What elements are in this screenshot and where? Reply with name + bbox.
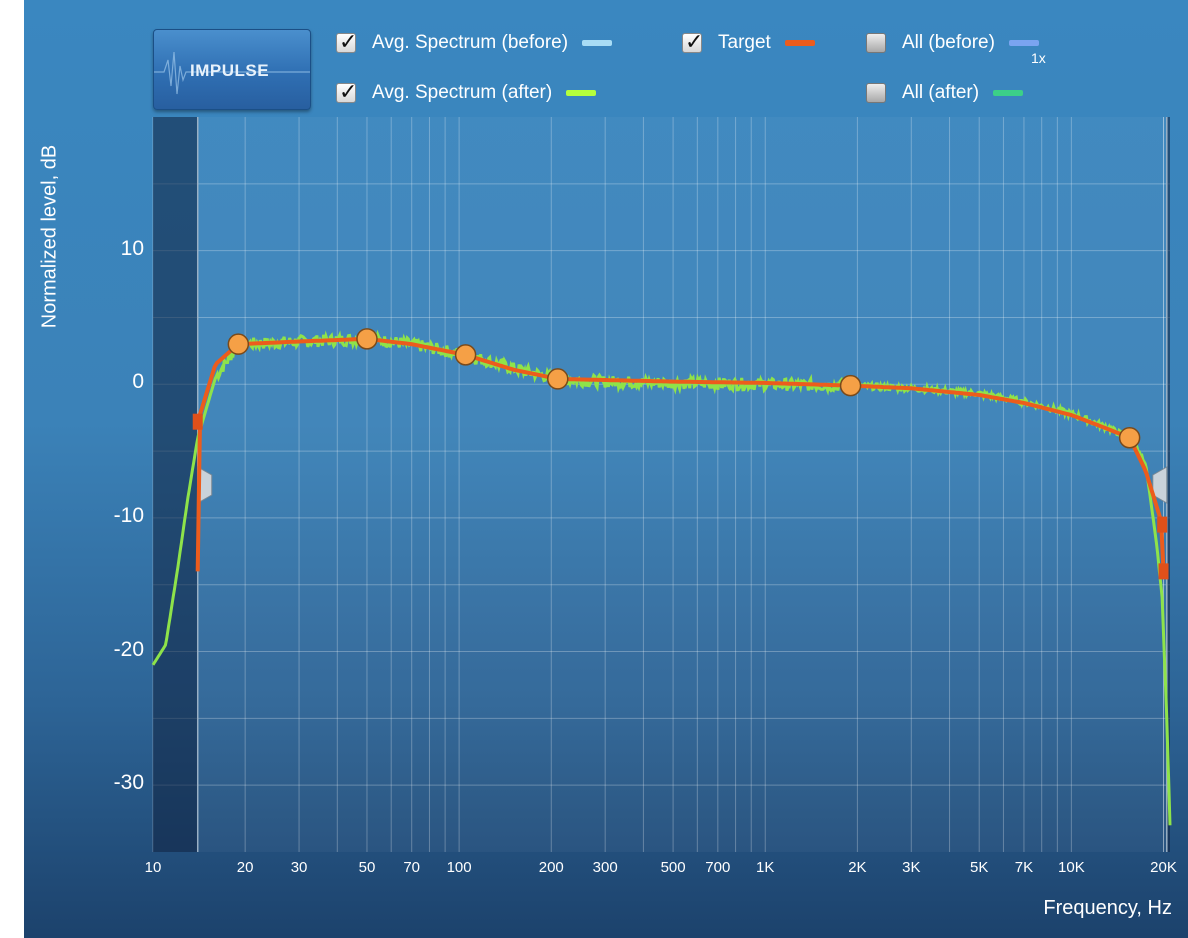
- target-anchor-point[interactable]: [1157, 516, 1168, 533]
- target-control-point[interactable]: [227, 333, 250, 355]
- x-tick-label: 10: [144, 859, 162, 876]
- y-axis-title: Normalized level, dB: [38, 144, 61, 329]
- target-label: Target: [718, 32, 771, 53]
- x-tick-label: 20K: [1150, 859, 1177, 876]
- target-swatch: [784, 40, 815, 46]
- avg-after-swatch: [566, 90, 597, 96]
- all-after-label: All (after): [902, 82, 980, 103]
- frequency-response-chart[interactable]: [24, 0, 1188, 938]
- x-tick-label: 7K: [1014, 859, 1034, 876]
- target-control-point[interactable]: [1118, 426, 1141, 449]
- x-tick-label: 20: [236, 859, 254, 876]
- high-cut-region: [1166, 117, 1170, 852]
- legend-avg-after[interactable]: Avg. Spectrum (after): [336, 80, 597, 105]
- all-before-checkbox[interactable]: [866, 33, 886, 53]
- avg-after-checkbox[interactable]: [336, 80, 357, 105]
- plot-area: [153, 117, 1170, 852]
- legend-all-after[interactable]: All (after): [866, 82, 1024, 104]
- y-tick-label: 10: [120, 236, 144, 260]
- avg-spectrum-after-line: [151, 329, 1172, 826]
- x-tick-label: 10K: [1058, 859, 1085, 876]
- target-control-point[interactable]: [547, 368, 569, 390]
- target-anchor-point[interactable]: [1158, 563, 1169, 580]
- avg-before-checkbox[interactable]: [336, 30, 357, 55]
- x-tick-label: 30: [290, 859, 308, 876]
- legend-target[interactable]: Target: [682, 30, 815, 55]
- x-tick-label: 300: [592, 859, 618, 876]
- avg-before-label: Avg. Spectrum (before): [372, 32, 569, 53]
- y-tick-label: 0: [132, 370, 144, 394]
- impulse-button-label: IMPULSE: [190, 61, 270, 80]
- target-control-point[interactable]: [454, 344, 477, 366]
- x-tick-label: 5K: [970, 859, 989, 876]
- avg-after-label: Avg. Spectrum (after): [372, 82, 553, 103]
- target-anchor-point[interactable]: [192, 413, 203, 430]
- zoom-level[interactable]: 1x: [1031, 50, 1046, 66]
- x-tick-label: 700: [705, 859, 731, 876]
- y-tick-label: -30: [113, 771, 144, 795]
- x-tick-label: 500: [660, 859, 686, 876]
- x-axis-title: Frequency, Hz: [1043, 897, 1172, 919]
- all-after-checkbox[interactable]: [866, 83, 886, 103]
- target-control-point[interactable]: [839, 374, 862, 397]
- y-tick-label: -20: [113, 637, 144, 661]
- eq-curve-window: IMPULSE Avg. Spectrum (before) Avg. Spec…: [24, 0, 1188, 938]
- legend-avg-before[interactable]: Avg. Spectrum (before): [336, 30, 613, 55]
- x-tick-label: 200: [538, 859, 564, 876]
- legend-all-before[interactable]: All (before): [866, 32, 1039, 54]
- impulse-button[interactable]: IMPULSE: [153, 29, 311, 110]
- x-tick-label: 100: [446, 859, 472, 876]
- y-tick-label: -10: [113, 503, 144, 527]
- x-tick-label: 70: [403, 859, 421, 876]
- avg-before-swatch: [582, 40, 613, 46]
- all-after-swatch: [993, 90, 1024, 96]
- all-before-label: All (before): [902, 32, 995, 53]
- waveform-icon: [154, 51, 310, 95]
- x-tick-label: 50: [358, 859, 376, 876]
- all-before-swatch: [1008, 40, 1039, 46]
- target-checkbox[interactable]: [682, 30, 703, 55]
- x-tick-label: 2K: [848, 859, 867, 876]
- target-control-point[interactable]: [356, 328, 378, 350]
- x-tick-label: 1K: [756, 859, 775, 876]
- x-tick-label: 3K: [902, 859, 921, 876]
